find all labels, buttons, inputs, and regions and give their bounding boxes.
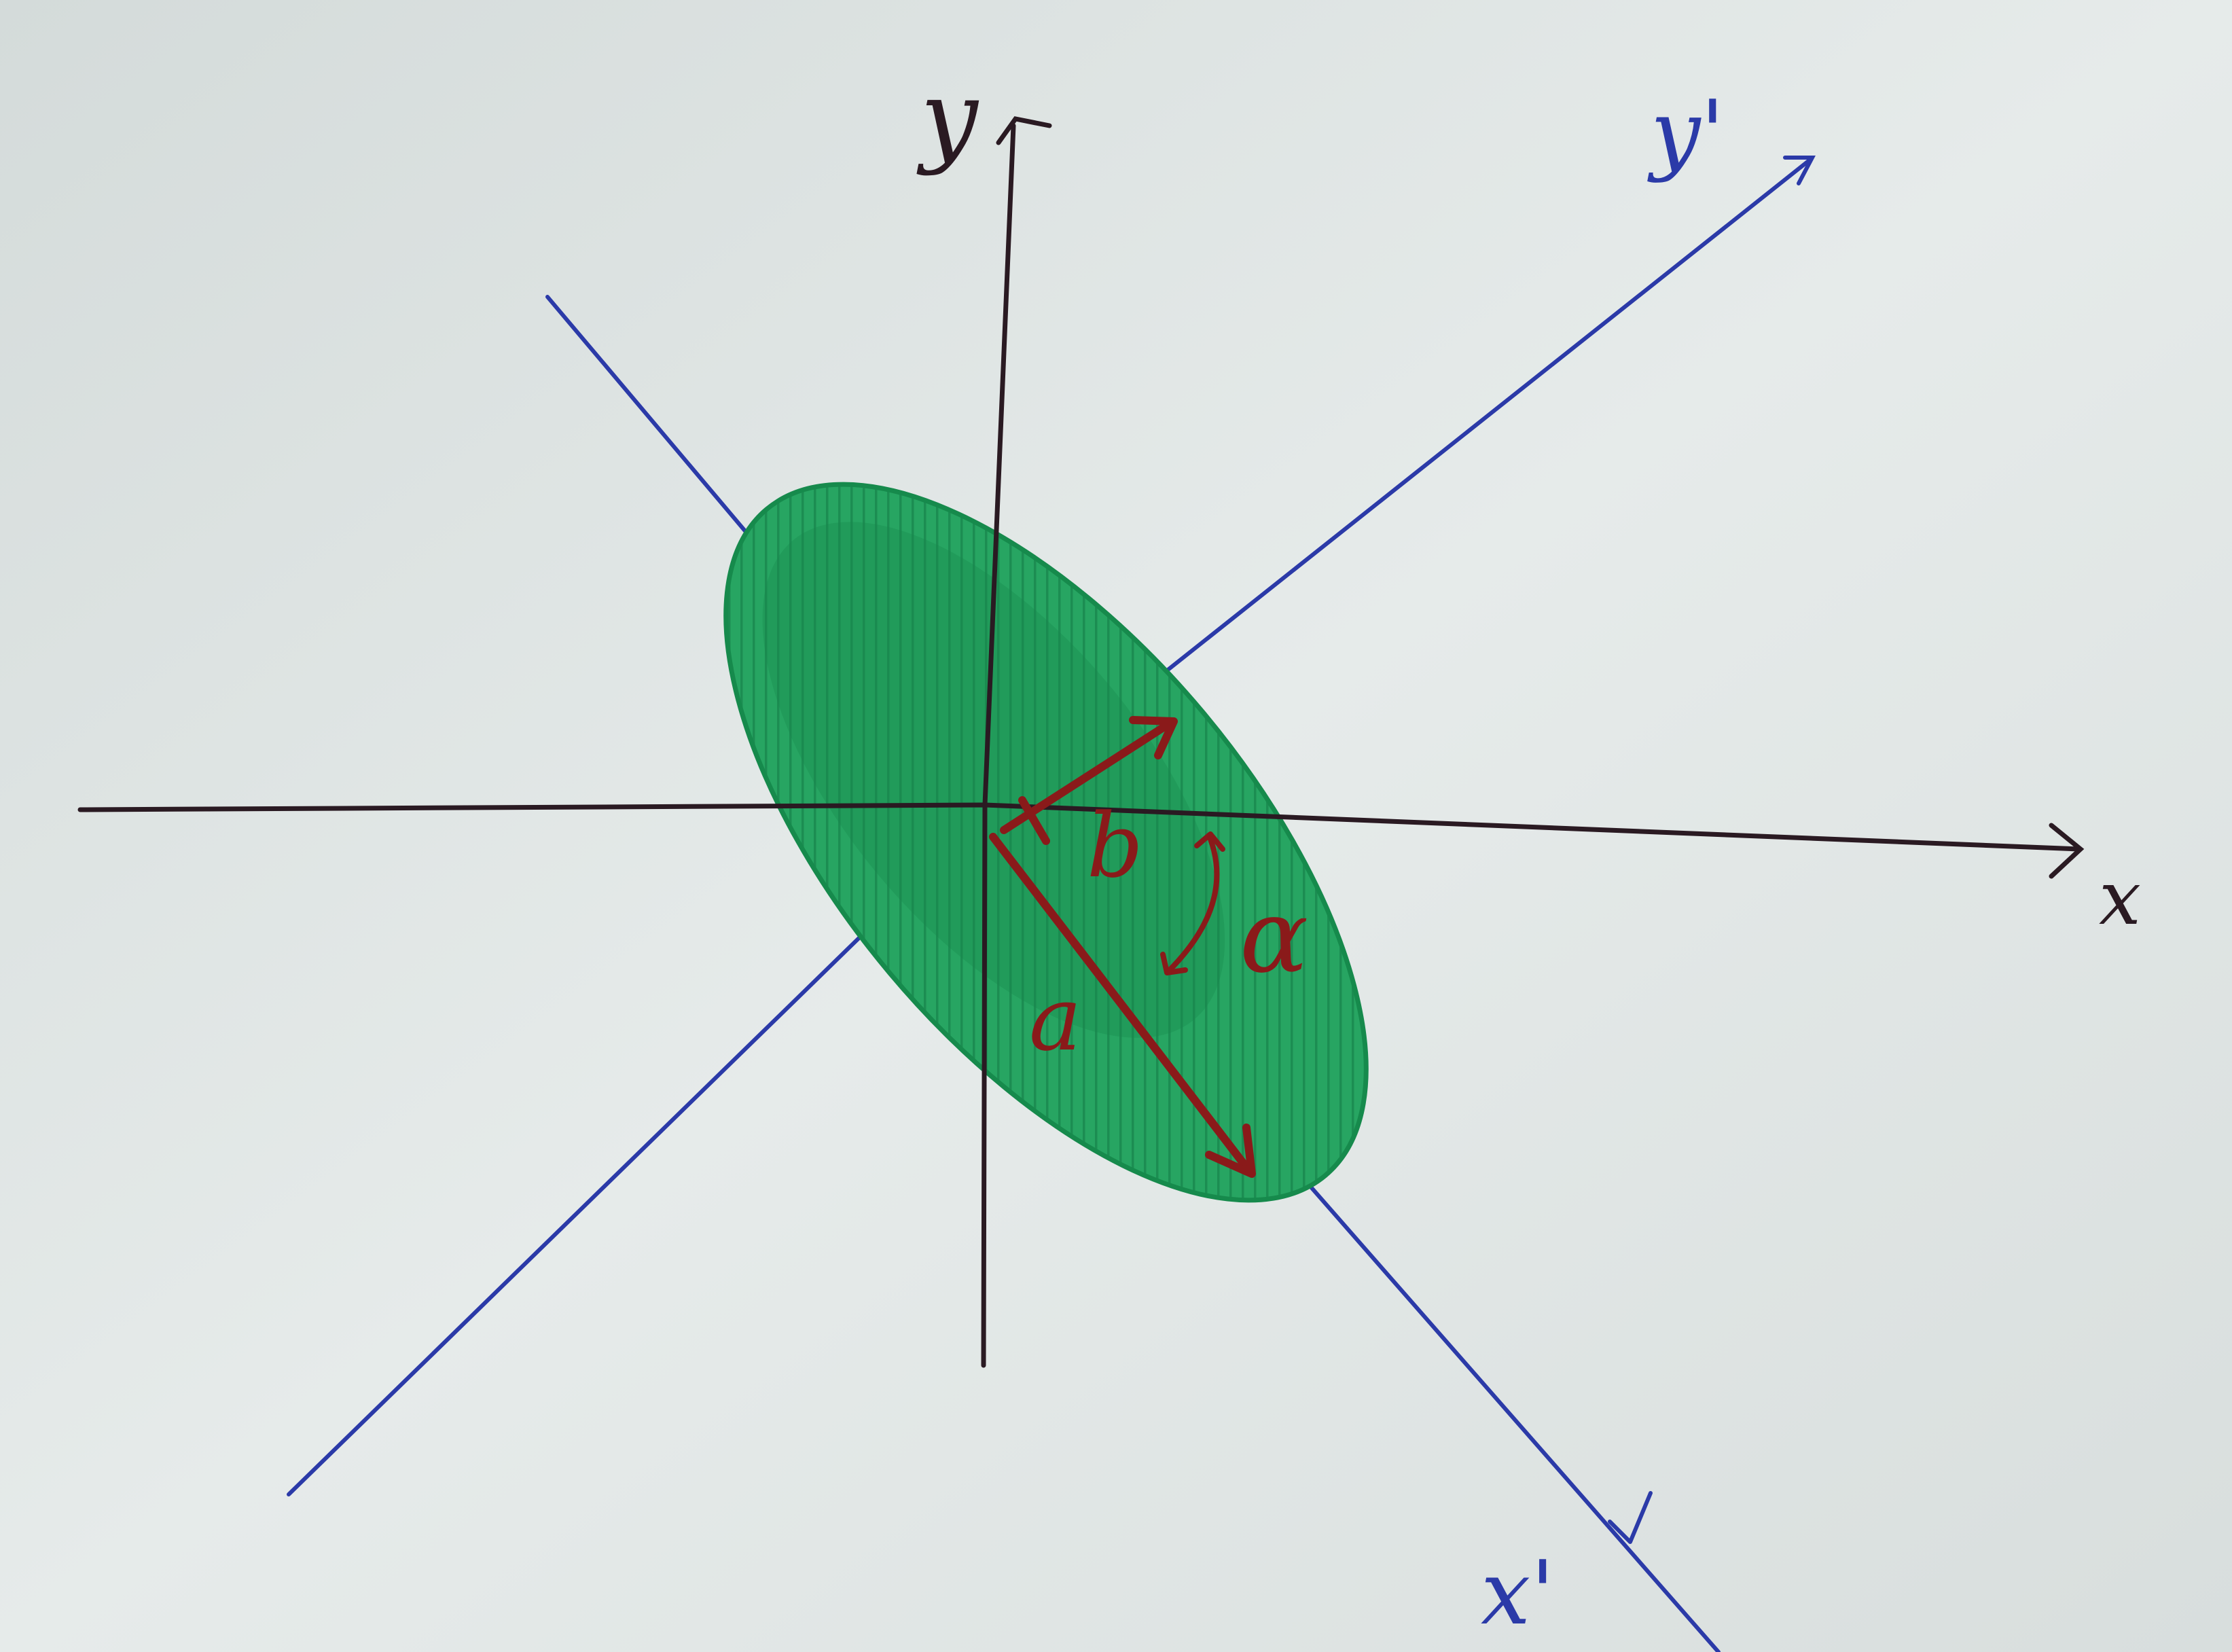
x-axis-label: x: [2099, 855, 2141, 941]
x-arrowhead: [2049, 823, 2085, 879]
semi-minor-arrowhead: [1129, 716, 1178, 759]
y-prime-arrowhead: [1783, 156, 1816, 185]
angle-arrowhead-bottom: [1160, 952, 1188, 975]
angle-label: α: [1240, 878, 1308, 996]
semi-minor-label: b: [1087, 794, 1143, 897]
labels: x y x' y' a b α: [916, 59, 2141, 1645]
x-prime-arrowhead: [1608, 1491, 1653, 1544]
y-arrowhead: [996, 116, 1052, 145]
annotations: [989, 716, 1256, 1178]
angle-arrowhead-top: [1194, 831, 1225, 852]
semi-major-label: a: [1029, 967, 1082, 1071]
y-axis-line: [981, 123, 1016, 1368]
y-prime-label: y': [1647, 81, 1725, 184]
y-axis-label: y: [916, 59, 979, 177]
x-prime-label: x': [1481, 1541, 1555, 1645]
semi-major-arrowhead: [1205, 1124, 1256, 1178]
semi-major-arrow: [989, 833, 1254, 1176]
original-axes: [77, 116, 2085, 1368]
semi-minor-base-tick: [1018, 796, 1050, 845]
angle-arc: [1166, 833, 1220, 974]
